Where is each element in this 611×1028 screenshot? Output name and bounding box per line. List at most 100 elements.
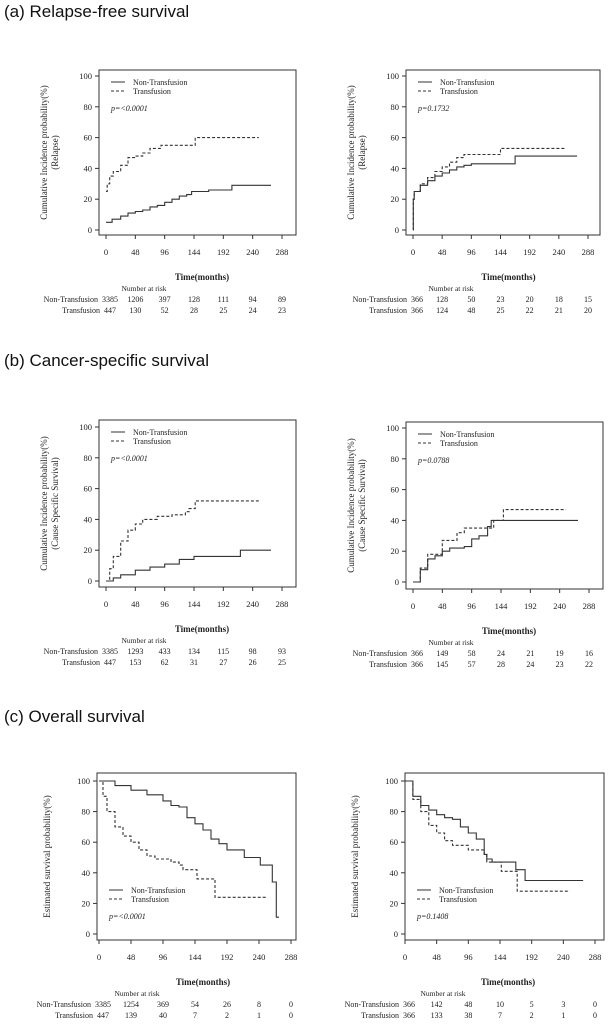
km-panel-1: 0 20 40 60 80 100 0 48 96 144 192 240 288 Time(months… [39,69,297,315]
y-tick-label: 80 [391,102,400,112]
risk-value: 366 [403,1011,415,1020]
x-tick-label: 240 [553,601,566,611]
y-tick-label: 60 [82,837,91,847]
x-tick-label: 48 [131,247,140,257]
risk-value: 366 [411,660,423,669]
plot-frame [98,69,297,236]
risk-table-title: Number at risk [122,636,167,645]
x-tick-label: 144 [188,599,202,609]
plot-frame [404,772,605,941]
risk-value: 3385 [102,647,118,656]
risk-value: 139 [125,1011,137,1020]
series-transfusion-line [405,780,570,892]
risk-value: 24 [249,306,257,315]
risk-value: 98 [249,647,257,656]
plot-frame [98,419,297,588]
risk-value: 24 [497,649,505,658]
risk-value: 3385 [102,295,118,304]
series-non-transfusion-line [106,549,271,582]
risk-value: 22 [526,306,534,315]
section-title-c: (c) Overall survival [4,707,145,726]
x-tick-label: 96 [159,952,168,962]
risk-value: 20 [584,306,592,315]
y-axis-label: (Cause Specific Survival) [357,459,367,551]
series-transfusion-line [412,147,565,231]
risk-value: 1254 [123,1000,139,1009]
risk-value: 1 [561,1011,565,1020]
legend-label: Transfusion [133,437,171,446]
x-tick-label: 144 [188,247,202,257]
legend-label: Transfusion [131,895,169,904]
risk-row-label: Non-Transfusion [353,649,407,658]
x-axis-label: Time(months) [175,272,229,282]
p-value: p=<0.0001 [110,454,148,463]
y-axis-label: Cumulative Incidence probability(%) [346,438,356,572]
y-tick-label: 20 [84,545,93,555]
x-tick-label: 288 [589,952,602,962]
risk-value: 27 [219,658,227,667]
risk-value: 433 [159,647,171,656]
risk-value: 366 [411,649,423,658]
risk-value: 7 [193,1011,197,1020]
risk-value: 52 [161,306,169,315]
risk-value: 19 [556,649,564,658]
x-tick-label: 288 [582,247,595,257]
y-tick-label: 100 [386,423,399,433]
y-tick-label: 0 [395,577,399,587]
risk-value: 0 [593,1011,597,1020]
x-tick-label: 0 [411,247,415,257]
risk-value: 128 [436,295,448,304]
risk-value: 111 [218,295,229,304]
risk-value: 8 [257,1000,261,1009]
risk-row-label: Transfusion [369,306,407,315]
plot-frame [405,69,601,236]
risk-table-title: Number at risk [429,284,474,293]
risk-value: 366 [403,1000,415,1009]
y-tick-label: 80 [391,454,400,464]
x-tick-label: 192 [523,247,536,257]
risk-value: 5 [530,1000,534,1009]
x-tick-label: 192 [217,599,230,609]
series-non-transfusion-line [106,184,271,223]
risk-value: 397 [159,295,171,304]
x-tick-label: 144 [189,952,203,962]
risk-value: 50 [467,295,475,304]
risk-value: 128 [188,295,200,304]
y-tick-label: 0 [86,929,90,939]
y-tick-label: 100 [77,776,90,786]
x-tick-label: 240 [246,247,259,257]
y-tick-label: 80 [390,807,399,817]
x-axis-label: Time(months) [176,977,230,987]
series-non-transfusion-line [413,519,578,583]
y-tick-label: 20 [391,194,400,204]
legend-label: Non-Transfusion [439,886,493,895]
risk-value: 21 [555,306,563,315]
km-panel-4: 0 20 40 60 80 100 0 48 96 144 192 240 288 Time(months… [346,421,604,669]
risk-row-label: Transfusion [62,306,100,315]
risk-value: 28 [190,306,198,315]
risk-value: 54 [191,1000,199,1009]
x-tick-label: 48 [432,952,441,962]
y-axis-label: (Cause Specific Survival) [50,457,60,549]
risk-value: 145 [436,660,448,669]
y-axis-label: Estimated survival probability(%) [42,795,52,917]
risk-value: 1 [257,1011,261,1020]
risk-value: 447 [104,306,116,315]
y-tick-label: 100 [385,776,398,786]
series-non-transfusion-line [412,155,578,231]
y-tick-label: 80 [82,807,91,817]
series-transfusion-line [106,500,259,582]
risk-value: 23 [278,306,286,315]
y-tick-label: 100 [79,422,92,432]
x-tick-label: 96 [467,247,476,257]
series-transfusion-line [106,137,259,193]
risk-value: 142 [431,1000,443,1009]
x-axis-label: Time(months) [175,624,229,634]
x-tick-label: 240 [552,247,565,257]
risk-value: 22 [585,660,593,669]
y-tick-label: 20 [390,898,399,908]
risk-value: 58 [468,649,476,658]
risk-table-title: Number at risk [122,284,167,293]
y-tick-label: 40 [84,514,93,524]
risk-value: 7 [498,1011,502,1020]
